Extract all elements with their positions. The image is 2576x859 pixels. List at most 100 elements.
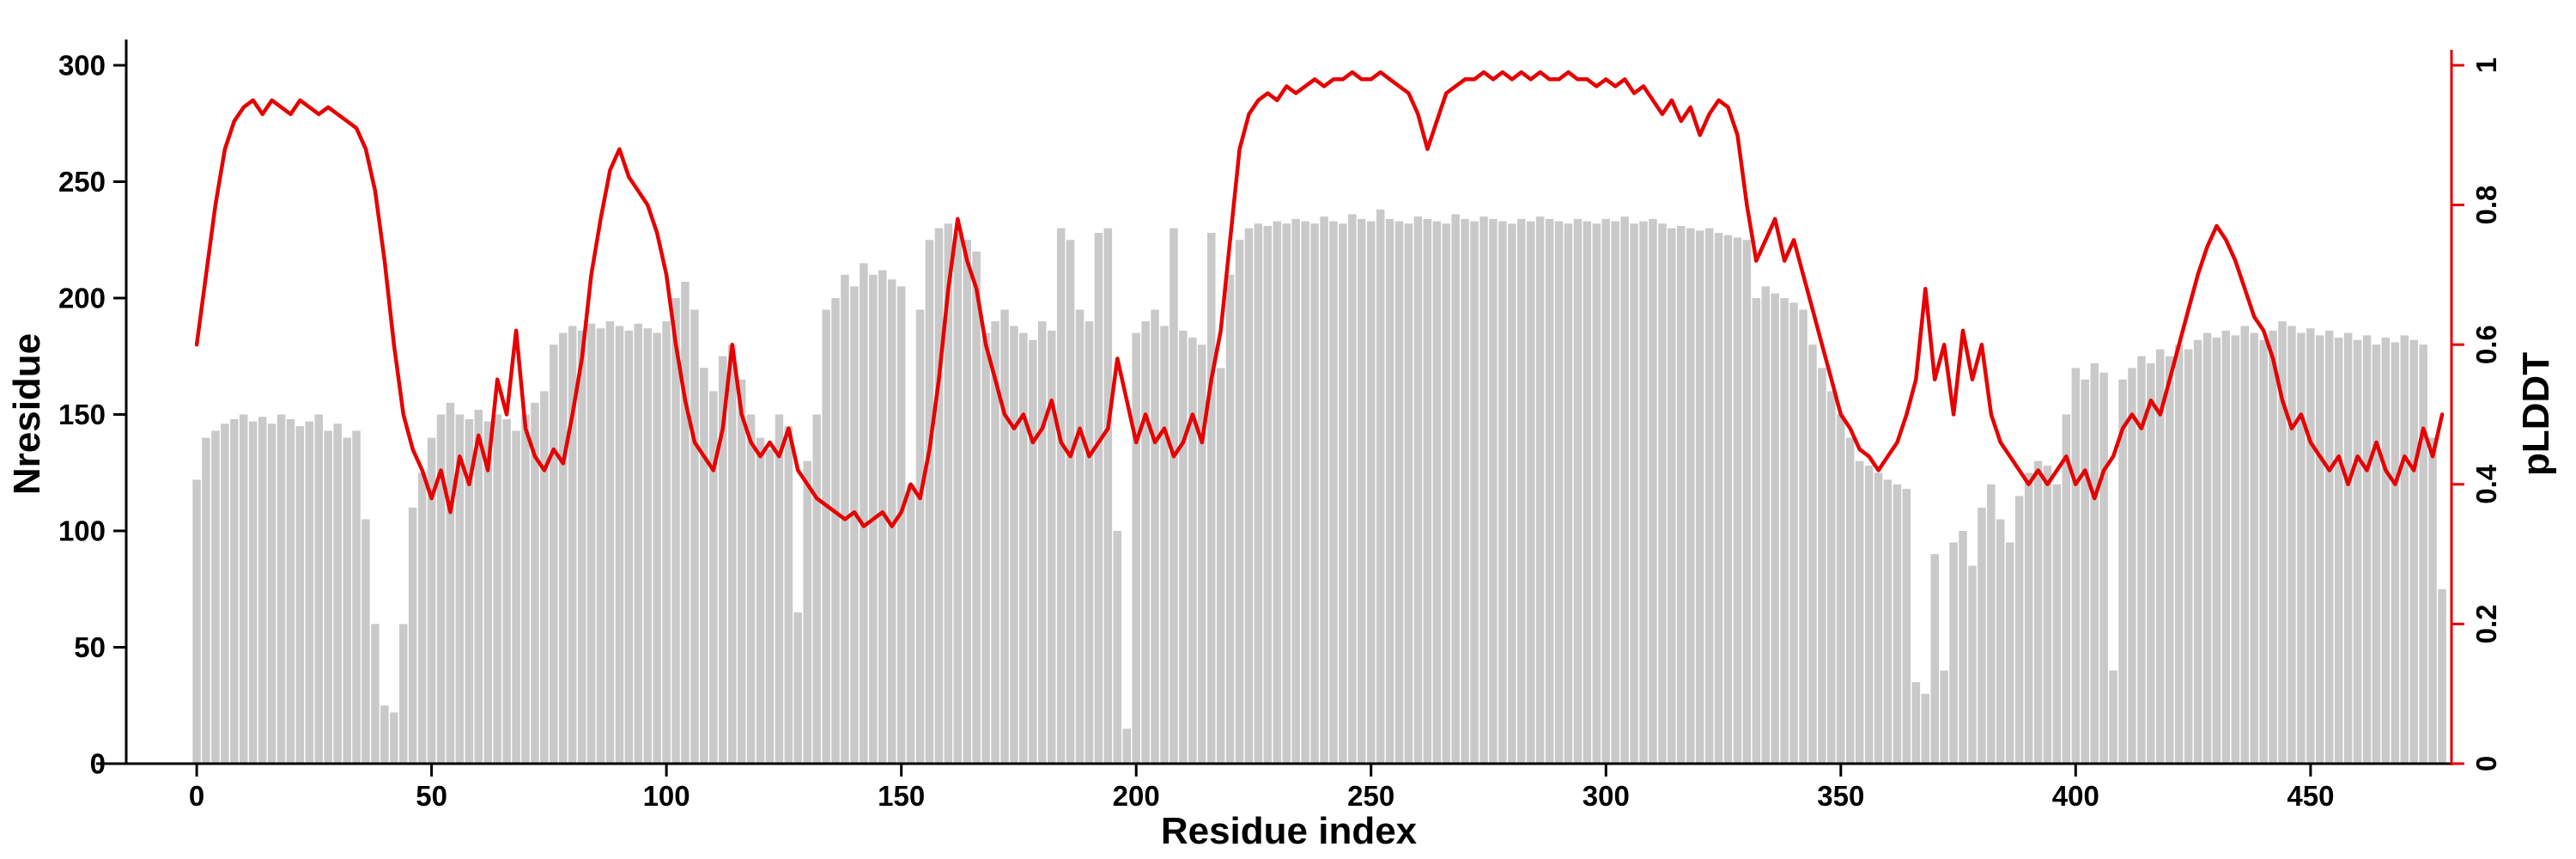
nresidue-bar [596, 328, 605, 764]
nresidue-bar [1329, 221, 1338, 765]
nresidue-bar [888, 279, 896, 764]
nresidue-bar [1733, 237, 1742, 764]
nresidue-bar [2156, 349, 2165, 764]
nresidue-bar [1019, 332, 1028, 764]
nresidue-bar [746, 414, 756, 764]
nresidue-bar [1451, 214, 1460, 764]
nresidue-bar [728, 344, 737, 764]
nresidue-bar [1742, 240, 1752, 765]
nresidue-bar [427, 437, 436, 764]
nresidue-bar [2006, 542, 2014, 764]
nresidue-bar [1348, 214, 1357, 764]
nresidue-bar [1423, 218, 1432, 764]
nresidue-bar [286, 418, 295, 764]
right-y-tick-label: 0.2 [2470, 604, 2502, 643]
nresidue-bar [1461, 218, 1469, 764]
nresidue-bar [1367, 221, 1376, 765]
nresidue-bar [221, 423, 229, 764]
nresidue-bar [1394, 221, 1404, 765]
nresidue-bar [991, 321, 999, 765]
nresidue-bar [502, 418, 511, 764]
nresidue-bar [896, 286, 906, 764]
nresidue-bar [709, 391, 718, 764]
nresidue-bar [671, 298, 680, 764]
nresidue-bar [1930, 554, 1939, 764]
nresidue-bar [474, 410, 483, 764]
nresidue-bar [1320, 216, 1328, 765]
nresidue-bar [2269, 330, 2277, 764]
nresidue-bar [1056, 228, 1066, 764]
nresidue-bar [465, 418, 474, 764]
nresidue-bar [1752, 298, 1761, 764]
nresidue-bar [1695, 230, 1704, 764]
nresidue-bar [803, 460, 811, 764]
x-tick-label: 0 [189, 780, 204, 812]
nresidue-bar [1470, 221, 1479, 765]
nresidue-bar [343, 437, 351, 764]
nresidue-bar [1987, 484, 1996, 764]
right-y-tick-label: 0.8 [2470, 186, 2502, 225]
x-tick-label: 300 [1583, 780, 1630, 812]
nresidue-bar [1761, 286, 1770, 764]
nresidue-bar [1291, 218, 1300, 764]
nresidue-bar [2391, 342, 2400, 764]
x-tick-label: 400 [2052, 780, 2099, 812]
nresidue-bar [1677, 226, 1686, 764]
nresidue-bar [314, 414, 323, 764]
nresidue-bar [906, 484, 915, 764]
nresidue-bar [1376, 210, 1385, 764]
nresidue-bar [1789, 302, 1798, 764]
nresidue-bar [1103, 228, 1113, 764]
nresidue-bar [1413, 216, 1423, 765]
nresidue-bar [2278, 321, 2287, 765]
nresidue-bar [1498, 221, 1507, 765]
nresidue-bar [559, 332, 568, 764]
nresidue-bar [2174, 344, 2184, 764]
nresidue-bar [2184, 349, 2193, 764]
nresidue-bar [1527, 221, 1535, 765]
nresidue-bar [1620, 216, 1629, 765]
nresidue-bar [1658, 223, 1667, 764]
nresidue-bar [624, 330, 634, 764]
nresidue-bar [1771, 293, 1779, 765]
nresidue-bar [1432, 221, 1442, 765]
nresidue-bar [765, 449, 775, 764]
nresidue-bar [2193, 339, 2202, 764]
nresidue-bar [1141, 321, 1150, 765]
left-y-tick-label: 300 [58, 50, 106, 82]
nresidue-bar [2316, 335, 2324, 764]
nresidue-bar [2033, 460, 2043, 764]
nresidue-bar [1846, 437, 1855, 764]
nresidue-bar [690, 309, 699, 764]
nresidue-bar [2259, 339, 2268, 764]
nresidue-bar [1301, 221, 1309, 765]
nresidue-bar [1592, 223, 1601, 764]
x-tick-label: 450 [2287, 780, 2334, 812]
nresidue-bar [2325, 330, 2334, 764]
nresidue-bar [2090, 362, 2099, 764]
nresidue-bar [1883, 479, 1893, 764]
nresidue-bar [915, 309, 925, 764]
nresidue-bar [1273, 221, 1282, 765]
nresidue-bar [1864, 466, 1874, 764]
x-tick-label: 150 [878, 780, 925, 812]
nresidue-bar [1911, 682, 1921, 764]
nresidue-bar [1583, 221, 1592, 765]
nresidue-bar [700, 368, 708, 764]
nresidue-bar [634, 323, 642, 764]
nresidue-bar [2118, 379, 2127, 764]
nresidue-bar [1723, 235, 1733, 764]
x-axis-title: Residue index [1161, 810, 1418, 852]
nresidue-bar [380, 705, 389, 765]
nresidue-bar [2062, 414, 2071, 764]
nresidue-bar [1404, 223, 1413, 764]
nresidue-bar [352, 430, 361, 764]
nresidue-bar [295, 426, 305, 764]
nresidue-bar [1160, 326, 1169, 764]
nresidue-bar [2353, 339, 2362, 764]
left-y-tick-label: 150 [58, 399, 106, 430]
nresidue-bar [446, 402, 455, 764]
nresidue-bar [1132, 332, 1140, 764]
nresidue-bar [812, 414, 821, 764]
